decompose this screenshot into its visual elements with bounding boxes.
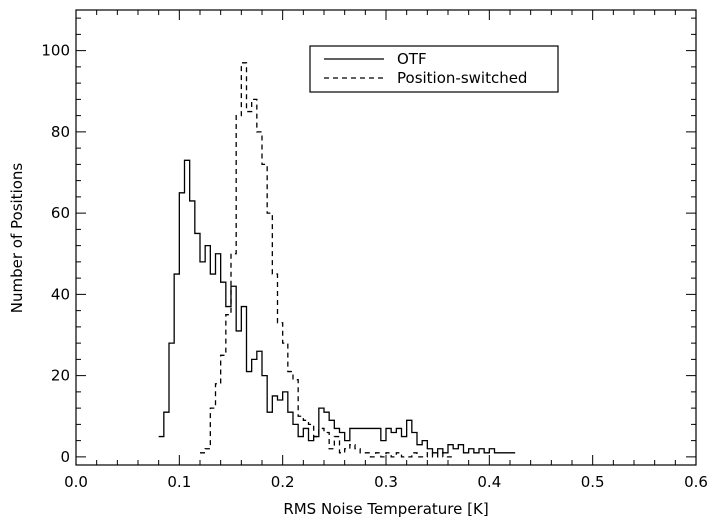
x-axis-title: RMS Noise Temperature [K]: [283, 500, 488, 518]
series-line-position-switched: [200, 62, 454, 458]
legend-box: [309, 45, 559, 93]
plot-frame: [75, 9, 697, 466]
legend-label-position-switched: Position-switched: [397, 69, 527, 87]
x-tick-label: 0.5: [581, 473, 605, 491]
y-tick-label: 20: [51, 367, 70, 385]
y-axis-title: Number of Positions: [8, 163, 26, 314]
x-tick-label: 0.3: [374, 473, 398, 491]
x-tick-label: 0.2: [271, 473, 295, 491]
y-tick-label: 100: [41, 42, 70, 60]
y-tick-label: 40: [51, 285, 70, 303]
x-tick-label: 0.1: [167, 473, 191, 491]
series-line-otf: [158, 159, 516, 454]
x-tick-label: 0.6: [684, 473, 708, 491]
y-tick-label: 60: [51, 204, 70, 222]
x-tick-label: 0.0: [64, 473, 88, 491]
legend: OTF Position-switched: [309, 45, 559, 93]
legend-label-otf: OTF: [397, 50, 427, 68]
series-layer: [158, 62, 516, 458]
y-tick-label: 0: [60, 448, 70, 466]
x-tick-label: 0.4: [477, 473, 501, 491]
y-tick-label: 80: [51, 123, 70, 141]
